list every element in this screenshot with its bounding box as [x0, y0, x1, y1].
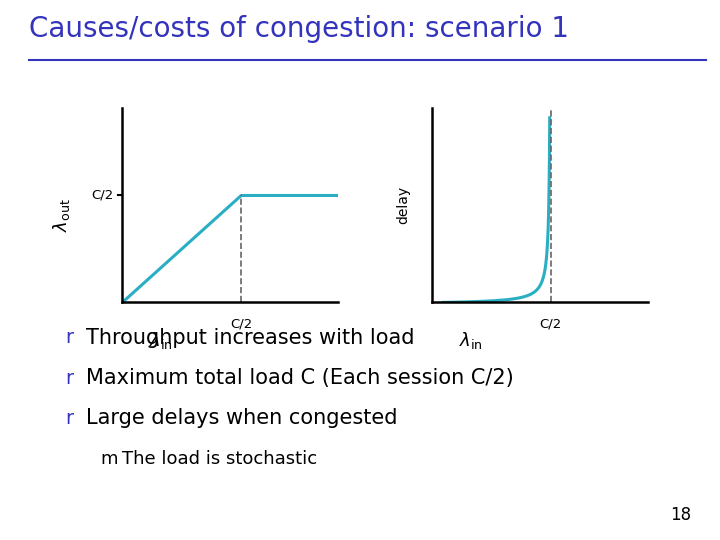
- Text: 18: 18: [670, 506, 691, 524]
- Text: r: r: [65, 409, 73, 428]
- Text: Causes/costs of congestion: scenario 1: Causes/costs of congestion: scenario 1: [29, 15, 569, 43]
- Text: $\lambda_{\rm out}$: $\lambda_{\rm out}$: [50, 198, 72, 232]
- Text: C/2: C/2: [230, 318, 252, 331]
- Text: r: r: [65, 368, 73, 388]
- Text: $\lambda_{\rm in}$: $\lambda_{\rm in}$: [459, 330, 483, 350]
- Text: C/2: C/2: [540, 318, 562, 331]
- Text: $\lambda_{\rm in}$: $\lambda_{\rm in}$: [149, 330, 174, 350]
- Text: r: r: [65, 328, 73, 347]
- Text: The load is stochastic: The load is stochastic: [122, 450, 318, 468]
- Text: delay: delay: [396, 186, 410, 224]
- Text: Large delays when congested: Large delays when congested: [86, 408, 398, 429]
- Text: C/2: C/2: [91, 189, 114, 202]
- Text: Throughput increases with load: Throughput increases with load: [86, 327, 415, 348]
- Text: m: m: [101, 450, 118, 468]
- Text: Maximum total load C (Each session C/2): Maximum total load C (Each session C/2): [86, 368, 514, 388]
